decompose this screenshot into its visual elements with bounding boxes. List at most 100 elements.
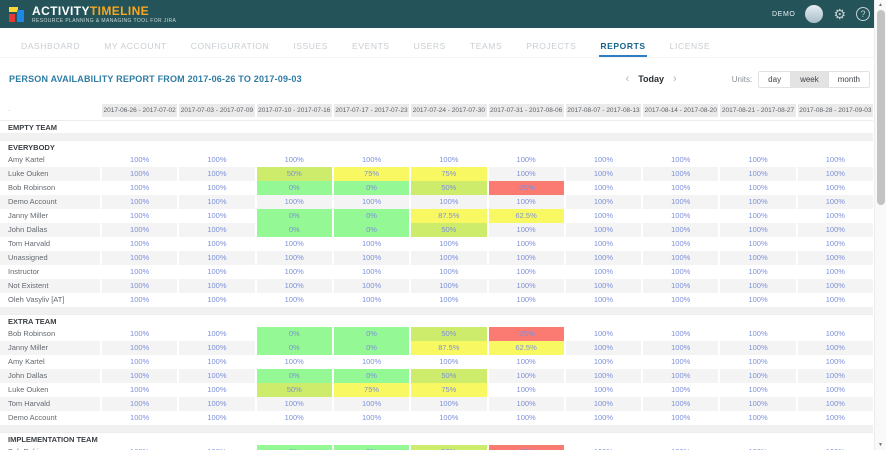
availability-cell: 100% <box>256 237 332 251</box>
availability-cell: 100% <box>565 293 642 307</box>
user-label: DEMO <box>772 10 796 18</box>
nav-tab-teams[interactable]: TEAMS <box>469 41 503 51</box>
nav-tab-license[interactable]: LICENSE <box>669 41 711 51</box>
person-name: John Dallas <box>0 223 100 237</box>
report-title: PERSON AVAILABILITY REPORT FROM 2017-06-… <box>9 74 302 84</box>
section-header-everybody: EVERYBODY <box>0 140 873 153</box>
availability-cell: 100% <box>256 195 332 209</box>
table-row-john-dallas: John Dallas 100% 100% 0% 0% 50% 100% 100% 100% 10… <box>0 223 873 237</box>
scrollbar-thumb[interactable] <box>877 10 885 205</box>
nav-tab-reports[interactable]: REPORTS <box>599 33 647 57</box>
availability-cell: 100% <box>102 341 178 355</box>
availability-cell: 100% <box>333 153 410 167</box>
nav-tab-projects[interactable]: PROJECTS <box>526 41 577 51</box>
availability-cell: 0% <box>256 181 332 195</box>
availability-cell: 100% <box>720 279 796 293</box>
person-name: Janny Miller <box>0 209 100 223</box>
availability-cell: 100% <box>102 195 178 209</box>
app-header: ACTIVITYTIMELINE RESOURCE PLANNING & MAN… <box>0 0 886 28</box>
availability-cell: 100% <box>179 209 255 223</box>
column-header-week-1: 2017-06-26 - 2017-07-02 <box>102 104 178 117</box>
availability-cell: 100% <box>256 279 332 293</box>
availability-cell: 100% <box>488 251 564 265</box>
person-name: Demo Account <box>0 195 100 209</box>
availability-cell: 50% <box>411 369 487 383</box>
nav-tab-users[interactable]: USERS <box>413 41 446 51</box>
unit-button-week[interactable]: week <box>790 70 829 88</box>
availability-cell: 100% <box>720 237 796 251</box>
availability-cell: 100% <box>797 153 873 167</box>
scrollbar[interactable]: ▲ ▼ <box>874 0 886 450</box>
table-row-janny-miller: Janny Miller 100% 100% 0% 0% 87.5% 62.5% 100% 10… <box>0 209 873 223</box>
help-icon[interactable]: ? <box>856 7 870 21</box>
availability-cell: 100% <box>179 195 255 209</box>
availability-cell: 100% <box>102 251 178 265</box>
availability-cell: 100% <box>333 237 410 251</box>
gear-icon[interactable]: ⚙ <box>833 6 846 22</box>
report-controls: ‹ Today › Units: day week month <box>619 70 870 88</box>
availability-cell: 100% <box>179 411 255 425</box>
availability-cell: 100% <box>565 265 642 279</box>
scroll-down-arrow[interactable]: ▼ <box>878 442 883 448</box>
person-name: John Dallas <box>0 369 100 383</box>
availability-cell: 50% <box>256 383 332 397</box>
availability-cell: 100% <box>720 223 796 237</box>
nav-tab-issues[interactable]: ISSUES <box>293 41 329 51</box>
column-header-week-2: 2017-07-03 - 2017-07-09 <box>179 104 255 117</box>
availability-cell: 100% <box>256 411 332 425</box>
availability-cell: 0% <box>256 209 332 223</box>
availability-cell: 100% <box>488 411 564 425</box>
availability-cell: 100% <box>565 223 642 237</box>
availability-cell: 100% <box>797 355 873 369</box>
availability-cell: 100% <box>179 341 255 355</box>
availability-cell: 100% <box>179 355 255 369</box>
nav-tab-configuration[interactable]: CONFIGURATION <box>190 41 270 51</box>
availability-cell: 100% <box>102 237 178 251</box>
person-name: Luke Ouken <box>0 167 100 181</box>
person-name: Bob Robinson <box>0 181 100 195</box>
availability-cell: 100% <box>179 265 255 279</box>
availability-cell: 100% <box>797 167 873 181</box>
availability-cell: 100% <box>179 293 255 307</box>
app-logo[interactable]: ACTIVITYTIMELINE RESOURCE PLANNING & MAN… <box>9 5 176 24</box>
today-button[interactable]: Today <box>638 74 665 84</box>
avatar[interactable] <box>805 5 824 23</box>
section-separator <box>0 133 873 140</box>
availability-cell: 100% <box>488 355 564 369</box>
availability-cell: 0% <box>333 369 410 383</box>
person-name: Oleh Vasyliv [AT] <box>0 293 100 307</box>
availability-cell: 100% <box>102 397 178 411</box>
unit-button-month[interactable]: month <box>827 70 870 88</box>
logo-word-timeline: TIMELINE <box>89 3 150 18</box>
availability-cell: 100% <box>256 397 332 411</box>
availability-cell: 0% <box>256 223 332 237</box>
scroll-up-arrow[interactable]: ▲ <box>878 2 883 8</box>
availability-cell: 100% <box>333 279 410 293</box>
availability-cell: 100% <box>643 293 719 307</box>
availability-cell: 100% <box>179 237 255 251</box>
availability-cell: 100% <box>643 397 719 411</box>
availability-cell: 100% <box>720 195 796 209</box>
table-row-janny-miller: Janny Miller 100% 100% 0% 0% 87.5% 62.5% 100% 10… <box>0 341 873 355</box>
availability-cell: 100% <box>643 181 719 195</box>
nav-tab-my-account[interactable]: MY ACCOUNT <box>104 41 167 51</box>
availability-cell: 100% <box>720 355 796 369</box>
nav-tab-events[interactable]: EVENTS <box>352 41 390 51</box>
next-period-button[interactable]: › <box>673 73 677 85</box>
availability-cell: 100% <box>565 369 642 383</box>
availability-cell: 50% <box>411 223 487 237</box>
availability-cell: 100% <box>488 237 564 251</box>
table-row-amy-kartel: Amy Kartel 100% 100% 100% 100% 100% 100% 100% 10… <box>0 153 873 167</box>
availability-cell: 0% <box>256 327 332 341</box>
nav-tab-dashboard[interactable]: DASHBOARD <box>21 41 81 51</box>
availability-cell: 100% <box>411 251 487 265</box>
availability-cell: 100% <box>179 181 255 195</box>
availability-cell: 100% <box>565 327 642 341</box>
prev-period-button[interactable]: ‹ <box>625 73 630 85</box>
unit-button-day[interactable]: day <box>758 70 792 88</box>
availability-cell: 100% <box>488 369 564 383</box>
availability-cell: 100% <box>411 265 487 279</box>
availability-cell: 100% <box>643 355 719 369</box>
